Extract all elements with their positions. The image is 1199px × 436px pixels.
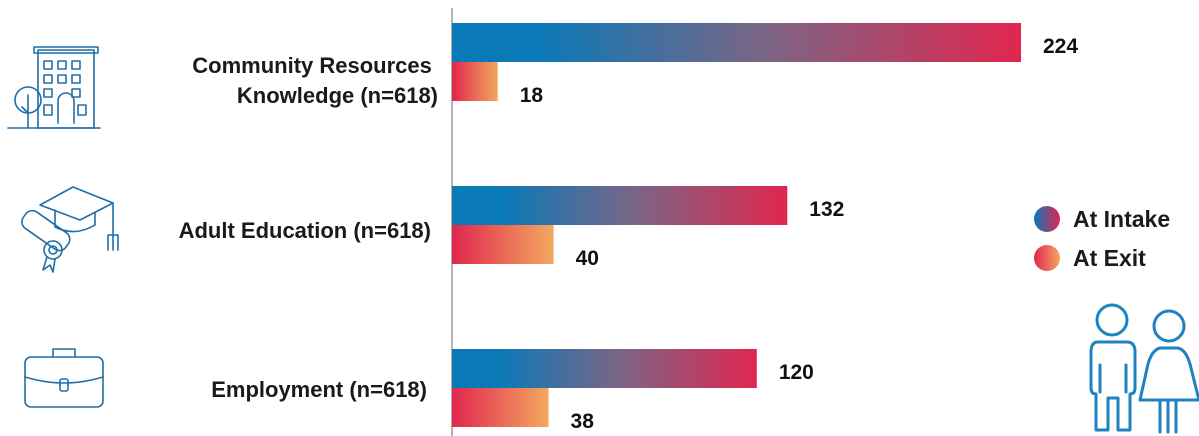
- legend: At Intake At Exit: [1034, 206, 1170, 271]
- bar-intake-2: [452, 349, 757, 388]
- building-icon: [7, 46, 101, 129]
- value-label-intake-0: 224: [1043, 35, 1078, 58]
- category-label-1: Adult Education (n=618): [179, 218, 431, 243]
- legend-label-exit: At Exit: [1073, 245, 1146, 271]
- value-label-exit-0: 18: [520, 84, 544, 107]
- category-label-0: Community Resources Knowledge (n=618): [192, 53, 438, 108]
- graduation-icon: [21, 186, 119, 273]
- bar-exit-0: [452, 62, 498, 101]
- value-labels: 224 18 132 40 120 38: [520, 35, 1079, 433]
- value-label-intake-2: 120: [779, 361, 814, 384]
- category-labels: Community Resources Knowledge (n=618) Ad…: [179, 53, 438, 402]
- briefcase-icon: [24, 348, 104, 408]
- bar-exit-1: [452, 225, 554, 264]
- category-label-2: Employment (n=618): [211, 377, 427, 402]
- legend-swatch-intake: [1034, 206, 1060, 232]
- category-label-0-line-2: Knowledge (n=618): [237, 83, 438, 108]
- category-label-0-line-1: Community Resources: [192, 53, 432, 78]
- legend-swatch-exit: [1034, 245, 1060, 271]
- bar-intake-1: [452, 186, 788, 225]
- bar-exit-2: [452, 388, 549, 427]
- bars: [452, 23, 1021, 427]
- people-icon: [1089, 303, 1199, 434]
- bar-intake-0: [452, 23, 1021, 62]
- legend-label-intake: At Intake: [1073, 206, 1170, 232]
- value-label-intake-1: 132: [809, 198, 844, 221]
- value-label-exit-2: 38: [571, 410, 595, 433]
- value-label-exit-1: 40: [576, 247, 599, 270]
